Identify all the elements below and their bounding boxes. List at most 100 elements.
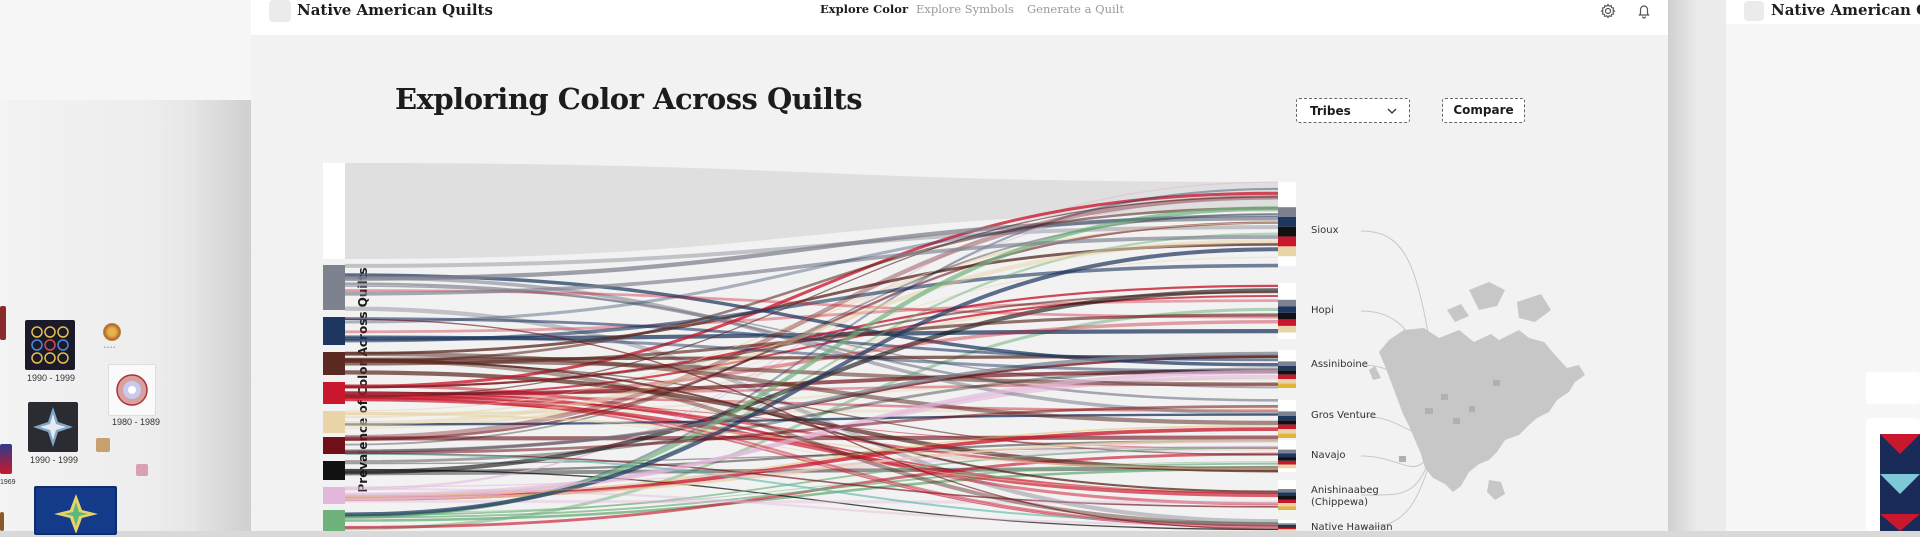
tribe-label-assiniboine[interactable]: Assiniboine bbox=[1311, 359, 1368, 370]
quilt-thumbnail[interactable] bbox=[108, 364, 156, 416]
tribe-node-segment bbox=[1278, 365, 1296, 371]
tribe-node-segment bbox=[1278, 306, 1296, 313]
flow-link bbox=[344, 452, 1279, 524]
tribe-node-segment bbox=[1278, 379, 1296, 384]
tribe-node-segment bbox=[1278, 299, 1296, 307]
color-node bbox=[323, 382, 345, 404]
flow-link bbox=[344, 289, 1279, 319]
chevron-down-icon bbox=[1387, 108, 1397, 114]
flow-link bbox=[344, 358, 1279, 387]
flow-link bbox=[344, 206, 1279, 363]
nav-generate-quilt[interactable]: Generate a Quilt bbox=[1027, 2, 1124, 16]
flow-link bbox=[344, 413, 1279, 426]
flow-link bbox=[344, 275, 1279, 415]
year-label: 1990 - 1999 bbox=[27, 373, 76, 383]
color-node bbox=[323, 265, 345, 310]
compare-button[interactable]: Compare bbox=[1442, 98, 1525, 123]
color-node bbox=[323, 317, 345, 345]
flow-link bbox=[344, 195, 1279, 440]
flow-link bbox=[344, 424, 1279, 497]
tribe-label-navajo[interactable]: Navajo bbox=[1311, 450, 1346, 461]
nav-explore-color[interactable]: Explore Color bbox=[820, 2, 909, 16]
tribe-node-segment bbox=[1278, 460, 1296, 465]
tribe-node-segment bbox=[1278, 529, 1296, 531]
quilt-thumbnail[interactable] bbox=[0, 444, 12, 474]
quilt-thumbnail[interactable] bbox=[25, 320, 75, 370]
flows bbox=[344, 163, 1279, 531]
tribe-node-segment bbox=[1278, 226, 1296, 237]
flow-link bbox=[344, 445, 1279, 488]
flow-link bbox=[344, 197, 1279, 489]
tribe-node-segment bbox=[1278, 411, 1296, 416]
tribe-label-anishinaabeg[interactable]: Anishinaabeg (Chippewa) bbox=[1311, 485, 1379, 508]
flow-link bbox=[344, 384, 1279, 506]
tribe-label-native-hawaiian[interactable]: Native Hawaiian bbox=[1311, 522, 1393, 531]
right-card bbox=[1866, 372, 1920, 404]
color-node bbox=[323, 487, 345, 504]
left-window-header bbox=[0, 0, 251, 100]
flow-link bbox=[344, 405, 1279, 455]
tribe-node-segment bbox=[1278, 492, 1296, 496]
flow-link bbox=[344, 191, 1279, 389]
tribe-node-segment bbox=[1278, 325, 1296, 333]
gear-icon[interactable] bbox=[1599, 2, 1617, 20]
flow-link bbox=[344, 369, 1279, 501]
flow-link bbox=[344, 446, 1279, 517]
flow-link bbox=[344, 358, 1279, 493]
bell-icon[interactable] bbox=[1635, 2, 1653, 20]
tribe-node-segment bbox=[1278, 383, 1296, 388]
quilt-thumbnail[interactable] bbox=[96, 438, 110, 452]
year-label: 1990 - 1999 bbox=[30, 455, 79, 465]
tribe-node-segment bbox=[1278, 319, 1296, 326]
tribe-node-segment bbox=[1278, 527, 1296, 530]
quilt-thumbnail[interactable] bbox=[0, 306, 6, 340]
tribe-node-segment bbox=[1278, 526, 1296, 528]
flow-link bbox=[344, 263, 1279, 343]
tribe-label-sioux[interactable]: Sioux bbox=[1311, 225, 1339, 236]
tribe-node-segment bbox=[1278, 489, 1296, 493]
quilt-thumbnail[interactable] bbox=[34, 486, 117, 535]
logo-box bbox=[1744, 1, 1764, 21]
tribe-label-hopi[interactable]: Hopi bbox=[1311, 305, 1334, 316]
app-brand[interactable]: Native American Quilts bbox=[297, 1, 493, 19]
north-america-map[interactable] bbox=[1329, 230, 1589, 510]
tribe-node-segment bbox=[1278, 457, 1296, 461]
tribe-node-segment bbox=[1278, 415, 1296, 421]
right-card bbox=[1866, 418, 1920, 531]
tribe-node-segment bbox=[1278, 207, 1296, 217]
nav-explore-symbols[interactable]: Explore Symbols bbox=[916, 2, 1014, 16]
flow-link bbox=[344, 397, 1279, 498]
flow-link bbox=[344, 222, 1279, 412]
flow-link bbox=[344, 235, 1279, 296]
tribe-node-segment bbox=[1278, 424, 1296, 430]
quilt-thumbnail[interactable] bbox=[0, 512, 4, 531]
left-window-shadow bbox=[195, 100, 251, 531]
page-title: Exploring Color Across Quilts bbox=[395, 82, 863, 116]
tribe-node-segment bbox=[1278, 312, 1296, 320]
year-label: 1980 - 1989 bbox=[112, 417, 161, 427]
tribe-node-segment bbox=[1278, 453, 1296, 458]
tribe-node-segment bbox=[1278, 499, 1296, 503]
flow-link bbox=[344, 439, 1279, 501]
main-window: Native American Quilts Explore Color Exp… bbox=[251, 0, 1668, 531]
flow-link bbox=[344, 221, 1279, 441]
tribe-node-segment bbox=[1278, 217, 1296, 227]
tribe-node-segment bbox=[1278, 503, 1296, 507]
color-node bbox=[323, 163, 345, 259]
flow-link bbox=[344, 467, 1279, 522]
color-node bbox=[323, 411, 345, 433]
quilt-thumbnail[interactable] bbox=[103, 323, 121, 341]
tribe-node-segment bbox=[1278, 506, 1296, 510]
flow-link bbox=[344, 499, 1279, 504]
flow-link bbox=[344, 351, 1279, 426]
tribe-node-segment bbox=[1278, 496, 1296, 500]
top-navigation: Native American Quilts Explore Color Exp… bbox=[251, 0, 1668, 35]
tribe-node-segment bbox=[1278, 433, 1296, 438]
tribe-label-gros-venture[interactable]: Gros Venture bbox=[1311, 410, 1377, 421]
quilt-thumbnail[interactable] bbox=[28, 402, 78, 452]
logo-box bbox=[269, 0, 291, 22]
year-label: 1969 bbox=[0, 479, 16, 486]
quilt-thumbnail[interactable] bbox=[136, 464, 148, 476]
tribes-dropdown[interactable]: Tribes bbox=[1296, 98, 1410, 123]
flow-link bbox=[344, 216, 1279, 281]
